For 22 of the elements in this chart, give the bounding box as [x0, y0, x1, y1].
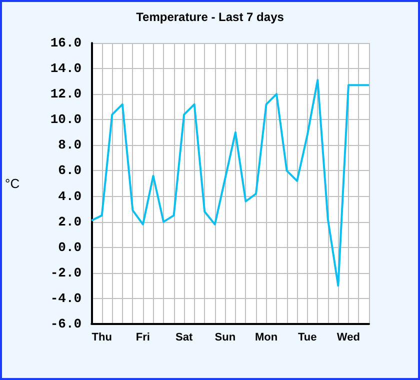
- y-tick-label: 8.0: [58, 138, 82, 153]
- y-tick-label: 6.0: [58, 163, 82, 178]
- y-tick-label: 0.0: [58, 240, 82, 255]
- y-tick-label: 14.0: [50, 61, 82, 76]
- x-tick-label: Mon: [254, 332, 278, 344]
- x-tick-label: Thu: [92, 332, 112, 344]
- y-tick-label: 4.0: [58, 188, 82, 204]
- y-tick-label: -4.0: [50, 290, 82, 306]
- x-tick-label: Wed: [336, 332, 360, 344]
- y-axis-title: °C: [4, 176, 20, 191]
- x-tick-label: Sat: [175, 332, 193, 344]
- y-tick-label: -2.0: [50, 265, 82, 280]
- y-tick-label: 16.0: [50, 36, 82, 50]
- y-tick-label: -6.0: [50, 316, 82, 332]
- x-tick-label: Fri: [136, 332, 150, 344]
- chart-title: Temperature - Last 7 days: [136, 10, 284, 24]
- x-tick-label: Sun: [214, 332, 236, 344]
- y-tick-label: 12.0: [50, 86, 82, 102]
- y-tick-label: 10.0: [50, 112, 82, 128]
- line-series: [90, 79, 370, 287]
- x-tick-label: Tue: [298, 332, 317, 344]
- y-tick-label: 2.0: [58, 214, 82, 230]
